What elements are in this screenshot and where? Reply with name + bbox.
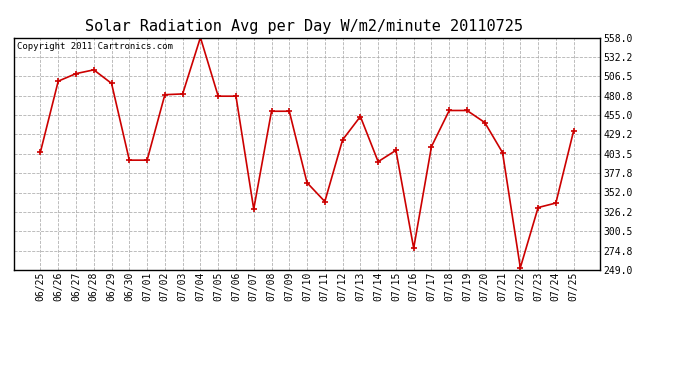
Text: Copyright 2011 Cartronics.com: Copyright 2011 Cartronics.com [17, 42, 172, 51]
Text: Solar Radiation Avg per Day W/m2/minute 20110725: Solar Radiation Avg per Day W/m2/minute … [85, 19, 522, 34]
